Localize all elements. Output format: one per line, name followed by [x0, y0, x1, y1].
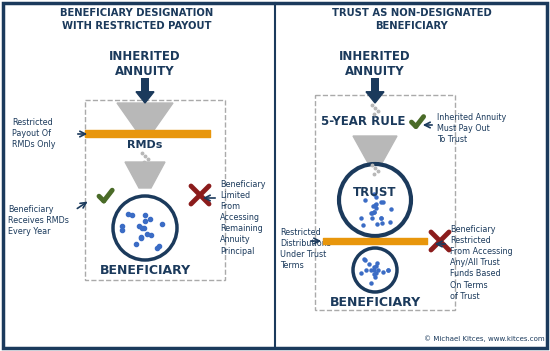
Bar — [371, 78, 379, 92]
Text: INHERITED
ANNUITY: INHERITED ANNUITY — [109, 50, 181, 78]
Text: BENEFICIARY DESIGNATION
WITH RESTRICTED PAYOUT: BENEFICIARY DESIGNATION WITH RESTRICTED … — [60, 8, 213, 31]
Text: RMDs: RMDs — [127, 140, 163, 150]
Text: Beneficiary
Receives RMDs
Every Year: Beneficiary Receives RMDs Every Year — [8, 205, 69, 236]
Bar — [85, 100, 225, 280]
Text: BENEFICIARY: BENEFICIARY — [100, 264, 190, 277]
Text: Inherited Annuity
Must Pay Out
To Trust: Inherited Annuity Must Pay Out To Trust — [437, 113, 506, 144]
Polygon shape — [136, 92, 154, 103]
Circle shape — [339, 164, 411, 236]
Polygon shape — [125, 162, 165, 188]
Text: BENEFICIARY: BENEFICIARY — [329, 296, 421, 309]
Polygon shape — [117, 103, 173, 130]
Text: 5-YEAR RULE: 5-YEAR RULE — [321, 115, 405, 128]
Text: © Michael Kitces, www.kitces.com: © Michael Kitces, www.kitces.com — [425, 335, 545, 342]
Text: INHERITED
ANNUITY: INHERITED ANNUITY — [339, 50, 411, 78]
Circle shape — [353, 248, 397, 292]
Polygon shape — [353, 136, 397, 163]
Text: TRUST AS NON-DESIGNATED
BENEFICIARY: TRUST AS NON-DESIGNATED BENEFICIARY — [332, 8, 492, 31]
Bar — [315, 95, 455, 310]
Text: Restricted
Distributions
Under Trust
Terms: Restricted Distributions Under Trust Ter… — [280, 228, 331, 270]
Text: Restricted
Payout Of
RMDs Only: Restricted Payout Of RMDs Only — [12, 118, 56, 149]
Bar — [141, 78, 149, 92]
Circle shape — [113, 196, 177, 260]
Text: Beneficiary
Restricted
From Accessing
Any/All Trust
Funds Based
On Terms
of Trus: Beneficiary Restricted From Accessing An… — [450, 225, 513, 300]
Polygon shape — [366, 92, 384, 103]
Text: Beneficiary
Limited
From
Accessing
Remaining
Annuity
Principal: Beneficiary Limited From Accessing Remai… — [220, 180, 266, 256]
Text: TRUST: TRUST — [353, 186, 397, 199]
